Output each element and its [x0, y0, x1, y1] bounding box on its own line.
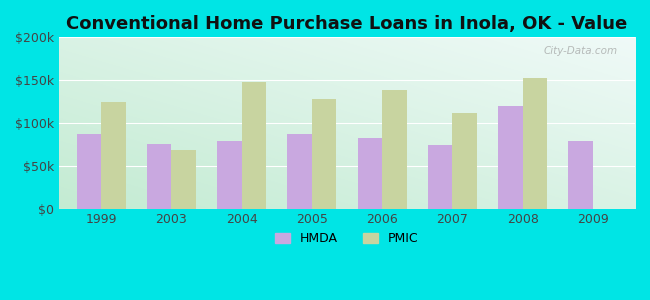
Bar — [358, 137, 382, 208]
Bar — [101, 101, 125, 208]
Bar — [242, 82, 266, 208]
Bar — [428, 145, 452, 208]
Bar — [312, 99, 337, 208]
Text: City-Data.com: City-Data.com — [543, 46, 618, 56]
Bar — [568, 141, 593, 208]
Bar — [287, 134, 312, 208]
Bar — [382, 90, 407, 208]
Bar — [172, 150, 196, 208]
Bar — [452, 113, 477, 208]
Legend: HMDA, PMIC: HMDA, PMIC — [270, 227, 424, 250]
Bar — [523, 78, 547, 208]
Bar — [147, 144, 172, 208]
Bar — [217, 141, 242, 208]
Title: Conventional Home Purchase Loans in Inola, OK - Value: Conventional Home Purchase Loans in Inol… — [66, 15, 628, 33]
Bar — [498, 106, 523, 208]
Bar — [77, 134, 101, 208]
